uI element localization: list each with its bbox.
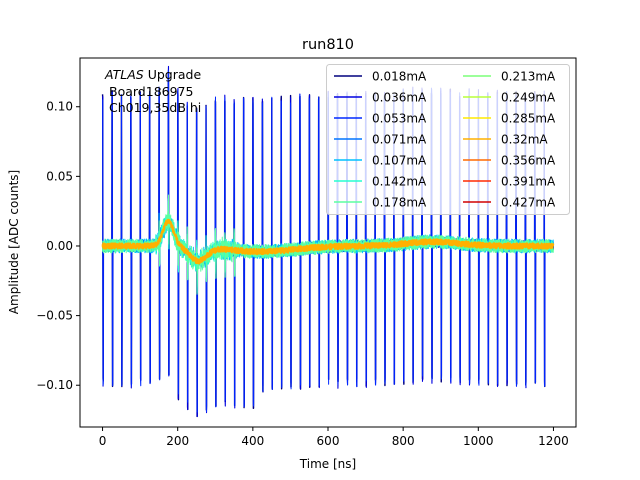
legend-item: 0.249mA: [463, 91, 556, 105]
legend-item: 0.018mA: [334, 70, 427, 84]
legend-label: 0.178mA: [372, 196, 427, 210]
legend-label: 0.356mA: [501, 154, 556, 168]
legend-label: 0.391mA: [501, 175, 556, 189]
legend-label: 0.427mA: [501, 196, 556, 210]
atlas-annotation: ATLAS Upgrade Board186975 Ch019,35dB hi: [104, 67, 201, 115]
x-tick-label: 1000: [463, 434, 494, 448]
legend-label: 0.107mA: [372, 154, 427, 168]
legend-item: 0.427mA: [463, 196, 556, 210]
legend-label: 0.018mA: [372, 70, 427, 84]
legend-label: 0.053mA: [372, 112, 427, 126]
legend-item: 0.32mA: [463, 133, 548, 147]
legend-item: 0.213mA: [463, 70, 556, 84]
legend-item: 0.036mA: [334, 91, 427, 105]
x-tick-label: 0: [99, 434, 107, 448]
legend-label: 0.285mA: [501, 112, 556, 126]
legend-label: 0.32mA: [501, 133, 548, 147]
y-tick-label: −0.10: [36, 378, 73, 392]
x-tick-label: 400: [241, 434, 264, 448]
plot-area: [101, 65, 555, 418]
annotation-atlas: ATLAS: [104, 67, 144, 82]
annotation-channel: Ch019,35dB hi: [109, 100, 201, 115]
x-axis-label: Time [ns]: [299, 457, 356, 471]
x-tick-label: 800: [392, 434, 415, 448]
legend-item: 0.053mA: [334, 112, 427, 126]
annotation-board: Board186975: [109, 84, 193, 99]
annotation-line-1: ATLAS Upgrade: [104, 67, 201, 82]
legend-label: 0.036mA: [372, 91, 427, 105]
chart-title: run810: [302, 37, 354, 53]
series-line: [102, 194, 554, 295]
legend-item: 0.285mA: [463, 112, 556, 126]
legend-item: 0.142mA: [334, 175, 427, 189]
legend-label: 0.213mA: [501, 70, 556, 84]
legend-label: 0.249mA: [501, 91, 556, 105]
series-group: [101, 65, 555, 418]
x-axis: 0 200 400 600 800 1000 1200: [99, 427, 569, 448]
legend-item: 0.178mA: [334, 196, 427, 210]
legend-item: 0.071mA: [334, 133, 427, 147]
annotation-upgrade: Upgrade: [144, 67, 202, 82]
x-tick-label: 600: [317, 434, 340, 448]
y-tick-label: −0.05: [36, 309, 73, 323]
legend-item: 0.356mA: [463, 154, 556, 168]
legend-item: 0.107mA: [334, 154, 427, 168]
y-tick-label: 0.00: [46, 239, 73, 253]
x-tick-label: 1200: [538, 434, 569, 448]
x-tick-label: 200: [166, 434, 189, 448]
legend-label: 0.071mA: [372, 133, 427, 147]
y-tick-label: 0.10: [46, 100, 73, 114]
legend-item: 0.391mA: [463, 175, 556, 189]
y-tick-label: 0.05: [46, 169, 73, 183]
y-axis-label: Amplitude [ADC counts]: [7, 170, 21, 314]
y-axis: −0.10 −0.05 0.00 0.05 0.10: [36, 100, 80, 392]
legend-box: [326, 64, 570, 215]
series-line: [101, 218, 555, 265]
legend: 0.018mA 0.036mA 0.053mA 0.071mA 0.107mA 0.142…: [326, 64, 570, 215]
legend-label: 0.142mA: [372, 175, 427, 189]
